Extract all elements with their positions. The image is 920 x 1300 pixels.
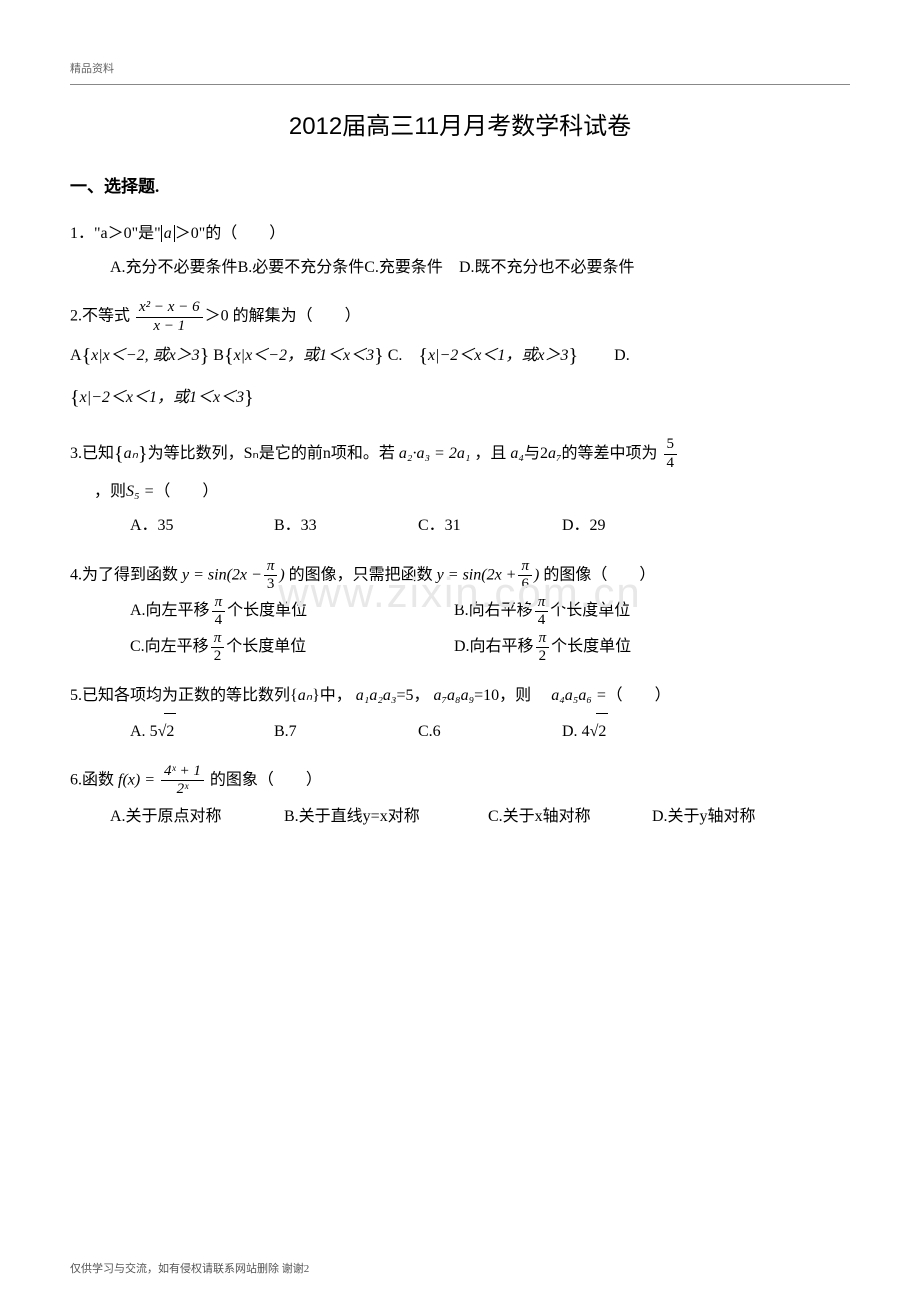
- q4-optB: B.向右平移π4个长度单位: [454, 593, 774, 629]
- q2-stem-b: 的解集为（ ）: [233, 308, 361, 325]
- q4-pi2: π: [518, 558, 532, 576]
- q2-C-pre: C.: [388, 347, 403, 364]
- q1-optC: C.充要条件: [364, 259, 443, 276]
- q6-frac-d: 2ˣ: [161, 781, 204, 798]
- question-1: 1．"a＞0"是"a＞0"的（ ） A.充分不必要条件B.必要不充分条件C.充要…: [70, 217, 850, 286]
- q4-6: 6: [518, 576, 532, 593]
- question-4: 4.为了得到函数 y = sin(2x −π3) 的图像，只需把函数 y = s…: [70, 558, 850, 666]
- q2-D-pre: D.: [614, 347, 630, 364]
- q6-optB: B.关于直线y=x对称: [284, 799, 484, 834]
- q2-frac-n: x² − x − 6: [136, 299, 203, 317]
- q3-eq1: a₂·a₃ = 2a₁: [399, 445, 470, 462]
- q5-stem-b: }中，: [312, 687, 352, 704]
- q2-frac: x² − x − 6 x − 1: [136, 299, 203, 335]
- q2-B-pre: B: [213, 347, 224, 364]
- q3-paren: （ ）: [154, 483, 218, 500]
- q1-optD: D.既不充分也不必要条件: [459, 259, 635, 276]
- q5-paren: （ ）: [607, 687, 671, 704]
- q4-options: A.向左平移π4个长度单位 B.向右平移π4个长度单位 C.向左平移π2个长度单…: [70, 593, 850, 665]
- section-header: 一、选择题.: [70, 172, 850, 203]
- q5-optD: D. 42: [562, 713, 702, 749]
- page-title: 2012届高三11月月考数学科试卷: [70, 105, 850, 148]
- q2-A-set: x|x＜−2, 或x＞3: [91, 347, 200, 364]
- q1-stem-pre: 1．"a＞0"是": [70, 225, 161, 242]
- q5-eq2v: =10，则: [474, 687, 547, 704]
- q2-gt0: ＞0: [205, 308, 229, 325]
- q4-stem-b: 的图像，只需把函数: [289, 566, 433, 583]
- q2-A-pre: A: [70, 347, 82, 364]
- q6-frac-n: 4ˣ + 1: [161, 763, 204, 781]
- q5-optB: B.7: [274, 714, 414, 749]
- question-6: 6.函数 f(x) = 4ˣ + 1 2ˣ 的图象（ ） A.关于原点对称 B.…: [70, 763, 850, 834]
- q4-optA: A.向左平移π4个长度单位: [130, 593, 450, 629]
- q2-stem-a: 2.不等式: [70, 308, 130, 325]
- q3-options: A．35 B．33 C．31 D．29: [70, 508, 850, 543]
- q6-frac: 4ˣ + 1 2ˣ: [161, 763, 204, 799]
- q5-eq2: a₇a₈a₉: [433, 687, 474, 704]
- q3-a4: a₄: [510, 445, 524, 462]
- q6-stem-a: 6.函数: [70, 772, 114, 789]
- q5-an: aₙ: [298, 687, 312, 704]
- q2-C-set: x|−2＜x＜1，或x＞3: [428, 347, 569, 364]
- q1-options: A.充分不必要条件B.必要不充分条件C.充要条件 D.既不充分也不必要条件: [70, 250, 850, 285]
- q4-y2b: ): [534, 566, 539, 583]
- q5-options: A. 52 B.7 C.6 D. 42: [70, 713, 850, 749]
- footer: 仅供学习与交流，如有侵权请联系网站删除 谢谢2: [70, 1260, 309, 1280]
- q3-stem-a: 3.已知: [70, 445, 114, 462]
- q3-an: aₙ: [124, 445, 138, 462]
- q1-optB: B.必要不充分条件: [238, 259, 365, 276]
- q1-abs: a: [161, 225, 175, 242]
- q1-stem-post: ＞0"的（ ）: [175, 225, 286, 242]
- q3-and: 与2: [524, 445, 548, 462]
- q4-frac2: π6: [518, 558, 532, 594]
- q4-stem-a: 4.为了得到函数: [70, 566, 178, 583]
- question-5: 5.已知各项均为正数的等比数列{aₙ}中， a₁a₂a₃=5， a₇a₈a₉=1…: [70, 679, 850, 749]
- q2-B-set: x|x＜−2，或1＜x＜3: [234, 347, 375, 364]
- q6-optC: C.关于x轴对称: [488, 799, 648, 834]
- q5-eq1v: =5，: [396, 687, 429, 704]
- q3-frac: 5 4: [664, 436, 678, 472]
- q4-stem-c: 的图像（ ）: [543, 566, 655, 583]
- q3-stem-d: 的等差中项为: [562, 445, 658, 462]
- page: 精品资料 2012届高三11月月考数学科试卷 www.zixin.com.cn …: [0, 0, 920, 1300]
- q4-pi1: π: [264, 558, 278, 576]
- q1-optA: A.充分不必要条件: [110, 259, 238, 276]
- q3-optA: A．35: [130, 508, 270, 543]
- q4-y1a: y = sin(2x −: [182, 566, 262, 583]
- q6-optA: A.关于原点对称: [110, 799, 280, 834]
- q3-stem-b: 为等比数列，Sₙ是它的前n项和。若: [148, 445, 395, 462]
- q6-optD: D.关于y轴对称: [652, 799, 756, 834]
- q2-D-set: x|−2＜x＜1，或1＜x＜3: [80, 389, 245, 406]
- q6-options: A.关于原点对称 B.关于直线y=x对称 C.关于x轴对称 D.关于y轴对称: [70, 799, 850, 834]
- q4-y2a: y = sin(2x +: [437, 566, 517, 583]
- q3-stem-e: ，则: [70, 483, 126, 500]
- question-2: 2.不等式 x² − x − 6 x − 1 ＞0 的解集为（ ） A{x|x＜…: [70, 299, 850, 419]
- q2-frac-d: x − 1: [136, 318, 203, 335]
- q5-optC: C.6: [418, 714, 558, 749]
- q3-s5: S₅ =: [126, 483, 154, 500]
- q5-stem-a: 5.已知各项均为正数的等比数列{: [70, 687, 298, 704]
- q3-optC: C．31: [418, 508, 558, 543]
- q5-eq3: a₄a₅a₆ =: [551, 687, 606, 704]
- q6-stem-b: 的图象（ ）: [210, 772, 322, 789]
- q3-frac-d: 4: [664, 455, 678, 472]
- q3-optD: D．29: [562, 508, 702, 543]
- question-3: 3.已知{aₙ}为等比数列，Sₙ是它的前n项和。若 a₂·a₃ = 2a₁ ，且…: [70, 433, 850, 544]
- q4-optC: C.向左平移π2个长度单位: [130, 629, 450, 665]
- q4-y1b: ): [279, 566, 284, 583]
- q4-3: 3: [264, 576, 278, 593]
- q3-stem-c: ，且: [474, 445, 506, 462]
- q5-eq1: a₁a₂a₃: [356, 687, 397, 704]
- q3-frac-n: 5: [664, 436, 678, 454]
- q4-optD: D.向右平移π2个长度单位: [454, 629, 774, 665]
- q5-optA: A. 52: [130, 713, 270, 749]
- q3-a7: a₇: [548, 445, 562, 462]
- q3-optB: B．33: [274, 508, 414, 543]
- header-small: 精品资料: [70, 60, 850, 85]
- q4-frac1: π3: [264, 558, 278, 594]
- q6-fx: f(x) =: [118, 772, 155, 789]
